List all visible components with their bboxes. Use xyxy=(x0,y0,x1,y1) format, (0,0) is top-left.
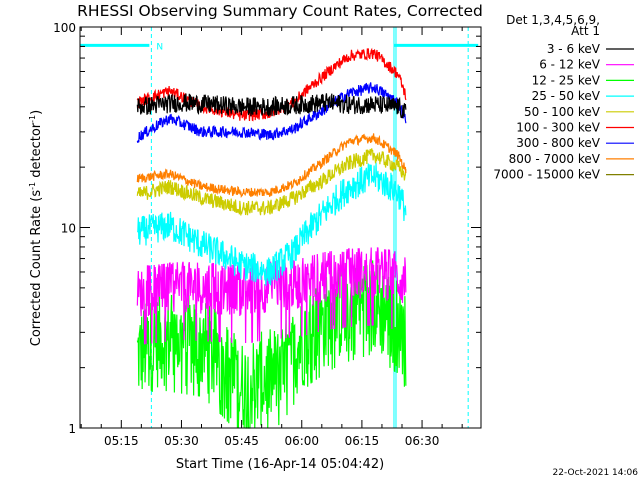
x-axis-label: Start Time (16-Apr-14 05:04:42) xyxy=(176,457,384,472)
legend-label-7: 800 - 7000 keV xyxy=(509,152,601,166)
y-tick-label-0: 1 xyxy=(68,422,76,436)
night-marker-label: N xyxy=(156,42,163,52)
legend-header-1: Att 1 xyxy=(571,24,600,38)
legend-label-4: 50 - 100 keV xyxy=(524,105,601,119)
y-label-main: Corrected Count Rate (s xyxy=(29,190,44,347)
x-tick-label-3: 06:00 xyxy=(284,434,319,448)
legend-label-1: 6 - 12 keV xyxy=(539,58,601,72)
series-line-4 xyxy=(136,148,407,216)
legend-label-2: 12 - 25 keV xyxy=(532,73,601,87)
series-line-7 xyxy=(136,133,407,199)
y-tick-label-2: 100 xyxy=(53,21,76,35)
series-line-1 xyxy=(136,247,407,345)
x-tick-label-4: 06:15 xyxy=(345,434,380,448)
legend-label-8: 7000 - 15000 keV xyxy=(493,168,600,182)
y-label-sup2: -1 xyxy=(28,115,37,123)
ticks-layer: 05:15 05:30 05:45 06:00 06:15 06:30 1 10 100 xyxy=(53,21,481,448)
legend-header-0: Det 1,3,4,5,6,9, xyxy=(506,13,600,27)
series-line-0 xyxy=(136,93,407,119)
series-line-3 xyxy=(136,162,407,286)
legend: Det 1,3,4,5,6,9,Att 1 3 - 6 keV 6 - 12 keV… xyxy=(493,13,634,182)
x-tick-label-1: 05:30 xyxy=(164,434,199,448)
y-label-sup1: -1 xyxy=(28,182,37,190)
legend-label-0: 3 - 6 keV xyxy=(547,42,601,56)
y-label-end: ) xyxy=(29,110,44,115)
legend-label-6: 300 - 800 keV xyxy=(516,136,600,150)
chart-title: RHESSI Observing Summary Count Rates, Co… xyxy=(77,2,483,20)
x-tick-label-2: 05:45 xyxy=(224,434,259,448)
series-layer xyxy=(136,47,407,429)
x-tick-label-5: 06:30 xyxy=(405,434,440,448)
series-line-6 xyxy=(136,82,407,143)
timestamp: 22-Oct-2021 14:06 xyxy=(553,468,639,478)
series-line-2 xyxy=(136,260,407,429)
legend-label-3: 25 - 50 keV xyxy=(532,89,601,103)
legend-label-5: 100 - 300 keV xyxy=(516,121,600,135)
y-axis-label: Corrected Count Rate (s-1 detector-1) xyxy=(28,110,44,346)
y-tick-label-1: 10 xyxy=(61,222,76,236)
y-label-mid: detector xyxy=(29,122,44,182)
x-tick-label-0: 05:15 xyxy=(104,434,139,448)
